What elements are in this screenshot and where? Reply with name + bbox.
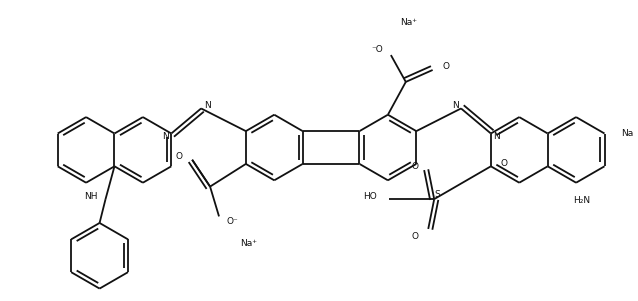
Text: HO: HO xyxy=(364,192,377,201)
Text: N: N xyxy=(162,132,168,141)
Text: N: N xyxy=(204,101,211,110)
Text: O⁻: O⁻ xyxy=(226,217,238,226)
Text: O: O xyxy=(175,152,182,161)
Text: NH: NH xyxy=(84,192,98,201)
Text: N: N xyxy=(493,132,500,141)
Text: O: O xyxy=(442,63,449,72)
Text: ⁻O: ⁻O xyxy=(372,45,383,54)
Text: Na⁺: Na⁺ xyxy=(400,18,417,27)
Text: Na: Na xyxy=(621,129,633,138)
Text: O: O xyxy=(500,159,507,168)
Text: S: S xyxy=(434,190,440,199)
Text: H₂N: H₂N xyxy=(574,196,591,205)
Text: O: O xyxy=(412,162,419,171)
Text: N: N xyxy=(452,101,459,110)
Text: Na⁺: Na⁺ xyxy=(241,239,257,248)
Text: O: O xyxy=(412,231,419,240)
